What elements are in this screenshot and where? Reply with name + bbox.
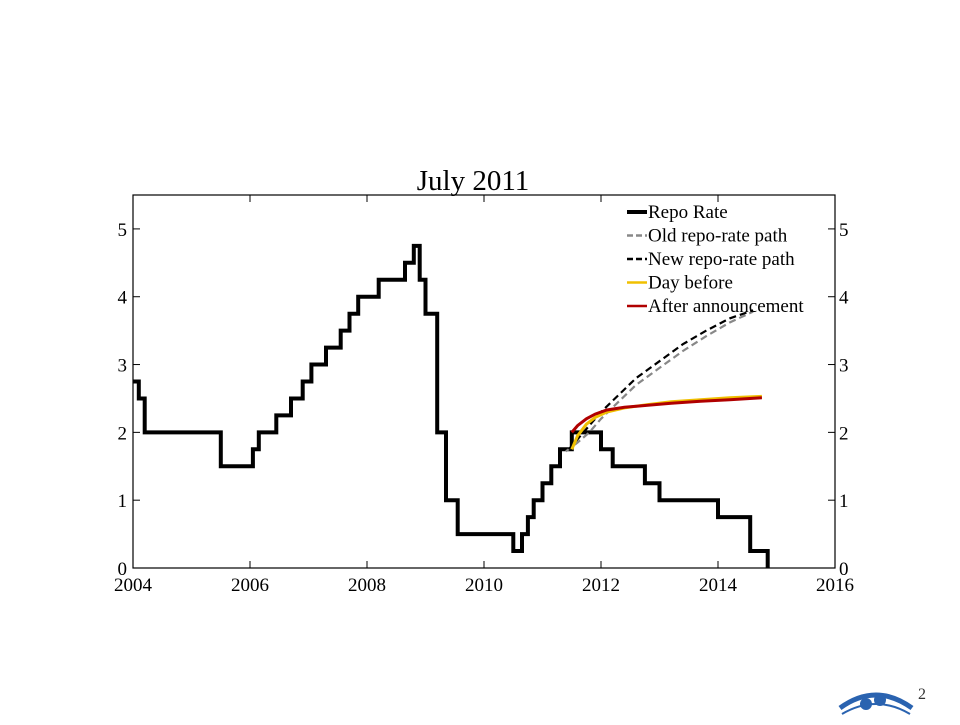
y-tick-label-right: 1	[839, 491, 849, 512]
y-tick-label-left: 1	[118, 491, 128, 512]
series-line-old-repo-rate-path	[565, 310, 754, 453]
x-tick-label: 2006	[231, 575, 269, 596]
x-tick-label: 2004	[114, 575, 153, 596]
y-tick-label-right: 5	[839, 220, 849, 241]
x-tick-label: 2008	[348, 575, 386, 596]
x-axis: 2004 2006 2008 2010 2012 2014 2016	[114, 195, 854, 596]
y-tick-label-left: 3	[118, 356, 128, 377]
legend-label-repo-rate: Repo Rate	[648, 202, 728, 223]
x-tick-label: 2014	[699, 575, 738, 596]
y-tick-label-left: 2	[118, 423, 128, 444]
series-line-repo-rate	[133, 243, 770, 568]
y-axis-right: 0 1 2 3 4 5	[828, 220, 849, 580]
y-tick-label-right: 0	[839, 559, 849, 580]
series-layer	[133, 243, 770, 568]
legend-label-day-before: Day before	[648, 273, 733, 294]
legend-label-old-repo-rate-path: Old repo-rate path	[648, 226, 788, 247]
x-tick-label: 2012	[582, 575, 620, 596]
legend-label-after-announcement: After announcement	[648, 296, 804, 317]
y-tick-label-left: 5	[118, 220, 128, 241]
x-tick-label: 2016	[816, 575, 854, 596]
series-line-after-announcement	[570, 396, 762, 434]
series-line-new-repo-rate-path	[567, 309, 754, 451]
legend-label-new-repo-rate-path: New repo-rate path	[648, 249, 795, 270]
chart-title: July 2011	[417, 165, 530, 197]
y-axis-left: 0 1 2 3 4 5	[118, 220, 140, 580]
bank-logo-icon	[836, 678, 916, 725]
y-tick-label-right: 4	[839, 288, 849, 309]
y-tick-label-left: 4	[118, 288, 128, 309]
y-tick-label-left: 0	[118, 559, 128, 580]
x-tick-label: 2010	[465, 575, 503, 596]
y-tick-label-right: 2	[839, 423, 849, 444]
y-tick-label-right: 3	[839, 356, 849, 377]
page-number: 2	[918, 686, 926, 703]
